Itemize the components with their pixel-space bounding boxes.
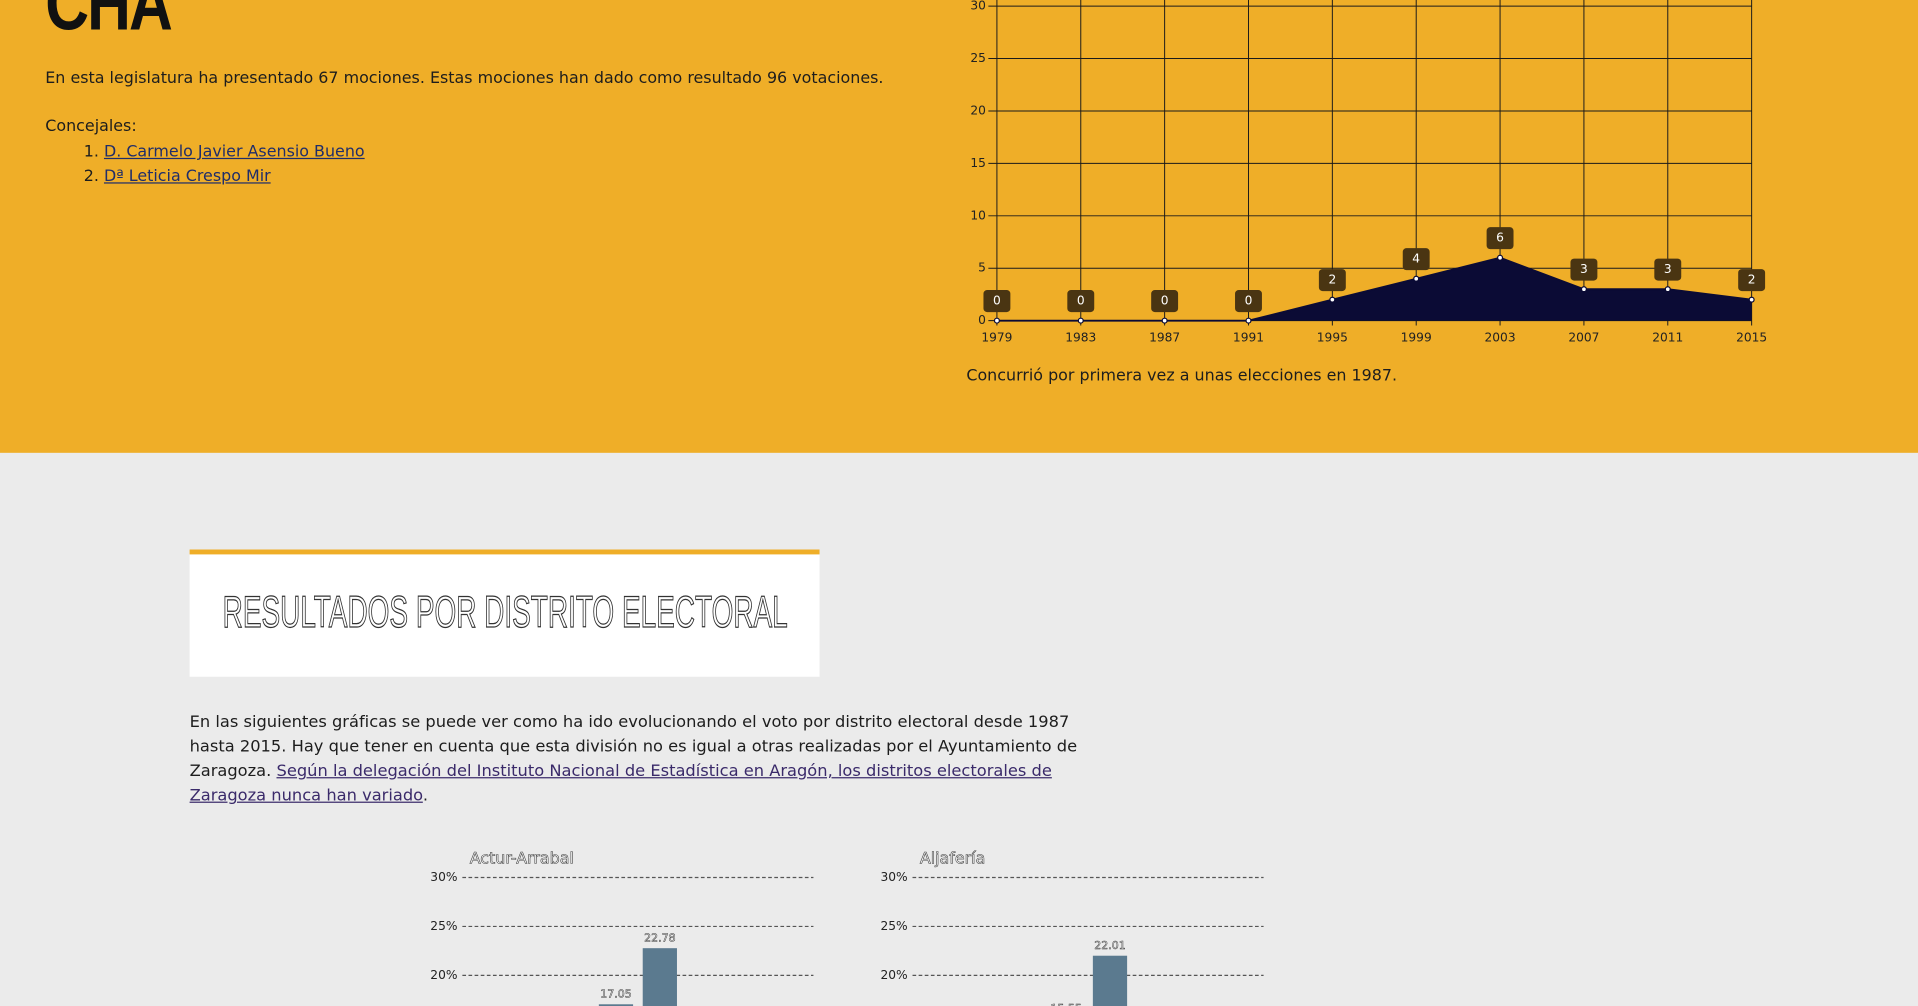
value-label: 2 — [1328, 273, 1336, 287]
y-tick-label: 5 — [978, 261, 986, 275]
point — [1580, 286, 1587, 293]
x-tick-label: 1991 — [1233, 330, 1264, 344]
y-tick-label: 30% — [880, 870, 907, 884]
y-tick-label: 25 — [970, 51, 986, 65]
value-label-box — [1738, 269, 1766, 292]
councillor: D. Carmelo Javier Asensio Bueno — [104, 141, 365, 165]
x-tick-label: 1999 — [1401, 330, 1432, 344]
councillor: Dª Leticia Crespo Mir — [104, 165, 365, 189]
party-header — [0, 0, 1918, 453]
councillor-link[interactable]: D. Carmelo Javier Asensio Bueno — [103, 143, 365, 162]
value-label-box — [1654, 258, 1682, 281]
y-tick-label: 25% — [430, 919, 457, 933]
y-tick-label: 20 — [970, 103, 986, 117]
party-title: CHA — [45, 0, 173, 47]
section-title: RESULTADOS POR DISTRITO ELECTORAL — [223, 588, 788, 637]
summary: En esta legislatura ha presentado 67 moc… — [45, 69, 884, 89]
x-tick-label: 1979 — [981, 330, 1012, 344]
value-label: 0 — [993, 294, 1001, 308]
point — [1245, 317, 1252, 324]
value-label-box — [1067, 290, 1095, 313]
councillors-list: D. Carmelo Javier Asensio Bueno Dª Letic… — [45, 141, 365, 190]
first-election-note: Concurrió por primera vez a unas eleccio… — [966, 367, 1398, 386]
y-tick-label: 30 — [970, 0, 986, 13]
point — [1161, 317, 1168, 324]
value-label: 22.01 — [1094, 939, 1125, 952]
value-label-box — [1235, 290, 1262, 313]
x-tick-label: 1983 — [1065, 330, 1096, 344]
y-tick-label: 0 — [978, 313, 986, 327]
value-label-box — [1402, 248, 1430, 271]
value-label-box — [1318, 269, 1346, 292]
section-title-box — [189, 549, 820, 677]
value-label: 2 — [1748, 273, 1756, 287]
y-tick-label: 20% — [880, 968, 907, 982]
y-tick-label: 15 — [970, 156, 986, 170]
value-label: 0 — [1245, 294, 1253, 308]
value-label-box — [983, 290, 1011, 313]
point — [1497, 254, 1504, 261]
point — [1748, 296, 1755, 303]
section-intro: En las siguientes gráficas se puede ver … — [190, 711, 1095, 809]
value-label: 22.78 — [644, 931, 675, 944]
value-label: 6 — [1496, 231, 1504, 245]
x-tick-label: 2007 — [1568, 330, 1599, 344]
intro-text: En las siguientes gráficas se puede ver … — [189, 713, 1078, 781]
councillors-label: Concejales: — [45, 117, 137, 136]
point — [1664, 286, 1671, 293]
x-tick-label: 1995 — [1317, 330, 1348, 344]
value-label: 0 — [1161, 294, 1169, 308]
value-label: 0 — [1077, 294, 1085, 308]
value-label: 4 — [1412, 252, 1420, 266]
x-tick-label: 2011 — [1652, 330, 1683, 344]
area-line — [996, 256, 1752, 322]
x-tick-label: 2003 — [1485, 330, 1516, 344]
x-tick-label: 1987 — [1149, 330, 1180, 344]
councillor-link[interactable]: Dª Leticia Crespo Mir — [103, 167, 271, 187]
bar — [642, 948, 677, 1006]
bar — [598, 1004, 634, 1006]
point — [1077, 317, 1084, 324]
value-label: 3 — [1664, 262, 1672, 276]
value-label-box — [1486, 227, 1514, 250]
bar — [1092, 955, 1128, 1006]
value-label: 17.05 — [600, 987, 631, 1000]
y-tick-label: 30% — [430, 870, 457, 884]
value-label-box — [1151, 290, 1179, 313]
y-tick-label: 10 — [970, 208, 986, 222]
value-label: 3 — [1580, 262, 1588, 276]
point — [1329, 296, 1336, 303]
chart-title: Actur-Arrabal — [470, 849, 574, 868]
point — [1413, 275, 1420, 282]
y-tick-label: 20% — [430, 968, 457, 982]
value-label-box — [1570, 258, 1598, 281]
x-tick-label: 2015 — [1736, 330, 1767, 344]
value-label: 15.55 — [1050, 1002, 1081, 1006]
point — [993, 317, 1000, 324]
chart-title: Aljafería — [920, 849, 985, 868]
intro-end: . — [422, 786, 429, 806]
y-tick-label: 25% — [880, 919, 907, 933]
ine-link[interactable]: Según la delegación del Instituto Nacion… — [189, 762, 1052, 806]
